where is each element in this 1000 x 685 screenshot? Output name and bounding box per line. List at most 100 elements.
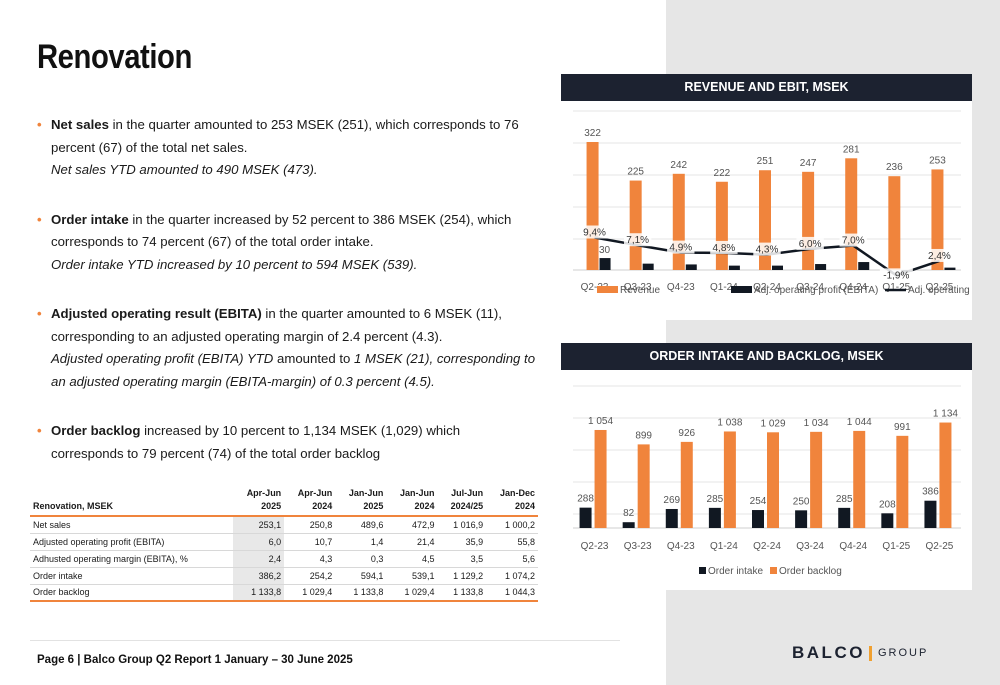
column-header: Apr-Jun 2024 bbox=[297, 488, 333, 511]
table-row: Order backlog 1 133,8 1 029,4 1 133,8 1 029,… bbox=[30, 584, 538, 602]
margin-label-bg bbox=[839, 233, 867, 247]
order-backlog-bar bbox=[680, 441, 693, 528]
revenue-ebit-chart: REVENUE AND EBIT, MSEK 322 30 Q2-23 225 Q3-2… bbox=[561, 74, 972, 320]
table-cell: 1 133,8 bbox=[437, 584, 487, 602]
bullet-dot-icon: • bbox=[37, 117, 42, 132]
table-cell: 539,1 bbox=[386, 567, 438, 585]
ebita-bar bbox=[772, 265, 783, 270]
bullet-order-backlog: • Order backlog increased by 10 percent … bbox=[37, 420, 507, 465]
row-label: Order backlog bbox=[30, 584, 234, 602]
table-cell: 0,3 bbox=[335, 550, 387, 568]
revenue-bar bbox=[672, 173, 685, 270]
table-cell: 10,7 bbox=[284, 533, 336, 551]
order-backlog-value-label: 1 038 bbox=[717, 417, 742, 428]
ebita-value-label: 30 bbox=[599, 245, 611, 256]
footer-divider bbox=[30, 640, 620, 641]
column-header: Jul-Jun 2024/25 bbox=[450, 488, 484, 511]
table-cell: 1 133,8 bbox=[335, 584, 387, 602]
ebita-bar bbox=[858, 262, 870, 270]
order-backlog-value-label: 1 054 bbox=[588, 416, 613, 427]
logo-wordmark: BALCO bbox=[792, 643, 865, 662]
order-intake-bar bbox=[838, 507, 851, 528]
table-row: Adjusted operating profit (EBITA) 6,0 10,7… bbox=[30, 533, 538, 551]
table-cell: 3,5 bbox=[437, 550, 487, 568]
bullet-text: increased by 10 percent to 1,134 MSEK (1… bbox=[140, 423, 461, 438]
bullet-lead: Net sales bbox=[51, 117, 109, 132]
order-intake-bar bbox=[752, 510, 764, 528]
order-backlog-value-label: 1 134 bbox=[933, 409, 958, 420]
table-body: Net sales 253,1 250,8 489,6 472,9 1 016,9 1 00… bbox=[30, 516, 538, 602]
order-intake-value-label: 288 bbox=[577, 494, 594, 505]
x-tick-label: Q3-23 bbox=[624, 282, 652, 293]
x-tick-label: Q2-23 bbox=[581, 541, 609, 552]
bullet-lead: Adjusted operating result (EBITA) bbox=[51, 306, 262, 321]
x-tick-label: Q1-25 bbox=[882, 541, 910, 552]
revenue-value-label: 242 bbox=[670, 160, 687, 171]
bullet-text: corresponds to 79 percent (74) of the to… bbox=[51, 445, 381, 461]
order-backlog-value-label: 926 bbox=[678, 428, 695, 439]
legend-swatch-revenue bbox=[597, 286, 618, 293]
order-backlog-bar bbox=[939, 422, 952, 528]
bullet-text: in the quarter amounted to 6 MSEK (11), bbox=[261, 306, 502, 321]
bullet-ebita: • Adjusted operating result (EBITA) in t… bbox=[37, 303, 535, 393]
page-footer: Page 6 | Balco Group Q2 Report 1 January… bbox=[37, 654, 353, 666]
table-title: Renovation, MSEK bbox=[33, 500, 114, 511]
bullet-text: in the quarter amounted to 253 MSEK (251… bbox=[108, 117, 519, 132]
order-backlog-bar bbox=[594, 429, 607, 528]
revenue-bar bbox=[888, 176, 901, 270]
table-cell: 489,6 bbox=[335, 516, 387, 534]
table-cell: 1 029,4 bbox=[386, 584, 438, 602]
table-cell: 21,4 bbox=[386, 533, 438, 551]
table-cell: 2,4 bbox=[233, 550, 285, 568]
revenue-bar bbox=[931, 169, 944, 270]
revenue-value-label: 251 bbox=[757, 156, 774, 167]
order-intake-value-label: 254 bbox=[750, 496, 767, 507]
table-header-row: Renovation, MSEK Apr-Jun 2025 Apr-Jun 2024… bbox=[30, 487, 538, 516]
table-cell: 1 044,3 bbox=[486, 584, 538, 602]
bullet-ytd-text: Order intake YTD increased by 10 percent… bbox=[51, 256, 418, 272]
table-cell: 254,2 bbox=[284, 567, 336, 585]
legend-label: Revenue bbox=[620, 285, 660, 296]
table-row: Net sales 253,1 250,8 489,6 472,9 1 016,9 1 00… bbox=[30, 516, 538, 534]
legend-swatch-order-backlog bbox=[770, 567, 777, 574]
revenue-ebit-chart-svg: 322 30 Q2-23 225 Q3-23 242 Q4-23 222 Q1-24 251 Q2-… bbox=[573, 110, 972, 296]
order-intake-bar bbox=[795, 510, 808, 528]
order-intake-bar bbox=[665, 508, 678, 528]
order-intake-bar bbox=[622, 522, 635, 528]
revenue-bar bbox=[715, 181, 728, 270]
revenue-value-label: 236 bbox=[886, 162, 903, 173]
x-tick-label: Q1-24 bbox=[710, 282, 738, 293]
x-tick-label: Q3-23 bbox=[624, 541, 652, 552]
margin-value-label: 2,4% bbox=[928, 251, 951, 262]
revenue-value-label: 247 bbox=[800, 158, 817, 169]
bullet-text: amounted to bbox=[273, 351, 354, 366]
table-cell: 1,4 bbox=[335, 533, 387, 551]
bullet-dot-icon: • bbox=[37, 306, 42, 321]
financial-table: Renovation, MSEK Apr-Jun 2025 Apr-Jun 2024… bbox=[30, 487, 538, 602]
table-cell: 386,2 bbox=[233, 567, 285, 585]
revenue-value-label: 222 bbox=[714, 168, 731, 179]
table-row: Order intake 386,2 254,2 594,1 539,1 1 129,2 1… bbox=[30, 567, 538, 585]
order-intake-value-label: 285 bbox=[836, 494, 853, 505]
table-cell: 1 016,9 bbox=[437, 516, 487, 534]
order-backlog-bar bbox=[767, 432, 779, 528]
margin-label-bg bbox=[879, 268, 913, 282]
order-backlog-value-label: 1 029 bbox=[760, 418, 785, 429]
page-title: Renovation bbox=[37, 38, 192, 76]
table-cell: 5,6 bbox=[486, 550, 538, 568]
bullet-net-sales: • Net sales in the quarter amounted to 2… bbox=[37, 114, 519, 182]
bullet-ytd-text: Adjusted operating profit (EBITA) YTD bbox=[51, 351, 274, 366]
margin-label-bg bbox=[667, 240, 695, 254]
order-intake-value-label: 250 bbox=[793, 496, 810, 507]
bullet-dot-icon: • bbox=[37, 423, 42, 438]
x-tick-label: Q3-24 bbox=[796, 282, 824, 293]
order-backlog-bar bbox=[810, 431, 823, 528]
margin-label-bg bbox=[753, 242, 781, 256]
table-row: Adhusted operating margin (EBITA), % 2,4 4… bbox=[30, 550, 538, 568]
ebita-bar bbox=[728, 265, 740, 270]
chart-title: ORDER INTAKE AND BACKLOG, MSEK bbox=[561, 343, 972, 370]
ebita-bar bbox=[642, 263, 654, 270]
x-tick-label: Q3-24 bbox=[796, 541, 824, 552]
chart-title: REVENUE AND EBIT, MSEK bbox=[561, 74, 972, 101]
revenue-value-label: 225 bbox=[627, 167, 644, 178]
